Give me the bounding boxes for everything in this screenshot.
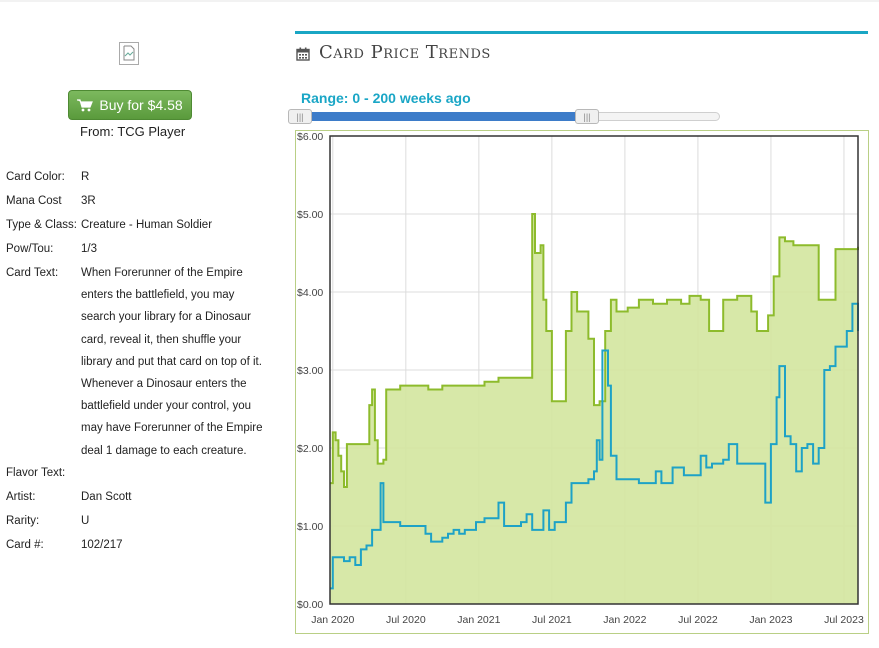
detail-value: 3R xyxy=(81,195,96,207)
detail-label: Flavor Text: xyxy=(6,466,66,479)
x-tick-label: Jan 2020 xyxy=(311,614,354,626)
range-slider-handle-left[interactable]: ||| xyxy=(288,109,312,124)
broken-image-icon xyxy=(123,45,135,61)
detail-label: Type & Class: xyxy=(6,219,77,231)
detail-row-pow-tou: Pow/Tou: 1/3 xyxy=(6,238,268,262)
seller-label: From: TCG Player xyxy=(80,124,186,139)
detail-row-color: Card Color: R xyxy=(6,166,268,190)
detail-label: Card Text: xyxy=(6,267,59,279)
card-image-placeholder-icon xyxy=(119,42,139,65)
x-tick-label: Jan 2021 xyxy=(457,614,500,626)
detail-value: U xyxy=(81,514,90,527)
series-high-area xyxy=(330,214,858,604)
x-tick-label: Jul 2022 xyxy=(678,614,718,626)
buy-button-label[interactable]: Buy for $4.58 xyxy=(99,97,183,113)
detail-label: Artist: xyxy=(6,490,36,503)
detail-label: Rarity: xyxy=(6,514,40,527)
detail-row-card-text: Card Text: When Forerunner of the Empire… xyxy=(6,262,268,462)
y-tick-label: $6.00 xyxy=(297,131,323,143)
detail-value: Creature - Human Soldier xyxy=(81,219,213,231)
x-tick-label: Jul 2021 xyxy=(532,614,572,626)
x-tick-label: Jan 2022 xyxy=(603,614,646,626)
y-tick-label: $0.00 xyxy=(297,599,323,611)
series-market-line xyxy=(330,302,859,590)
detail-label: Pow/Tou: xyxy=(6,243,54,255)
range-label: Range: 0 - 200 weeks ago xyxy=(301,90,471,106)
detail-row-artist: Artist: Dan Scott xyxy=(6,486,268,510)
detail-row-card-number: Card #: 102/217 xyxy=(6,534,268,558)
detail-row-rarity: Rarity: U xyxy=(6,510,268,534)
x-tick-label: Jan 2023 xyxy=(749,614,792,626)
x-tick-label: Jul 2020 xyxy=(386,614,426,626)
calendar-icon xyxy=(296,47,310,61)
detail-label: Card Color: xyxy=(6,171,65,183)
card-details: Card Color: R Mana Cost 3R Type & Class:… xyxy=(6,166,268,558)
card-text-value: When Forerunner of the Empire enters the… xyxy=(81,267,263,457)
detail-label: Card #: xyxy=(6,538,44,551)
top-divider xyxy=(0,0,879,2)
detail-value: 1/3 xyxy=(81,243,97,255)
range-slider-handle-right[interactable]: ||| xyxy=(575,109,599,124)
section-accent-line xyxy=(295,31,868,34)
price-chart: $0.00 $1.00 $2.00 $3.00 $4.00 $5.00 $6.00 Jan 2… xyxy=(297,131,864,626)
buy-button[interactable]: Buy for $4.58 xyxy=(68,90,192,120)
shopping-cart-icon xyxy=(77,98,94,111)
y-tick-label: $5.00 xyxy=(297,209,323,221)
y-tick-label: $3.00 xyxy=(297,365,323,377)
plot-border xyxy=(329,135,859,605)
detail-value: 102/217 xyxy=(81,538,123,551)
x-tick-label: Jul 2023 xyxy=(824,614,864,626)
detail-row-type: Type & Class: Creature - Human Soldier xyxy=(6,214,268,238)
y-tick-label: $4.00 xyxy=(297,287,323,299)
detail-label: Mana Cost xyxy=(6,195,62,207)
series-high-line xyxy=(330,213,859,488)
y-tick-label: $2.00 xyxy=(297,443,323,455)
detail-value: R xyxy=(81,171,90,183)
range-slider-selection xyxy=(300,112,587,121)
detail-row-flavor: Flavor Text: xyxy=(6,462,268,486)
detail-value: Dan Scott xyxy=(81,490,132,503)
detail-row-mana-cost: Mana Cost 3R xyxy=(6,190,268,214)
price-trends-title: Card Price Trends xyxy=(319,42,491,63)
y-tick-label: $1.00 xyxy=(297,521,323,533)
